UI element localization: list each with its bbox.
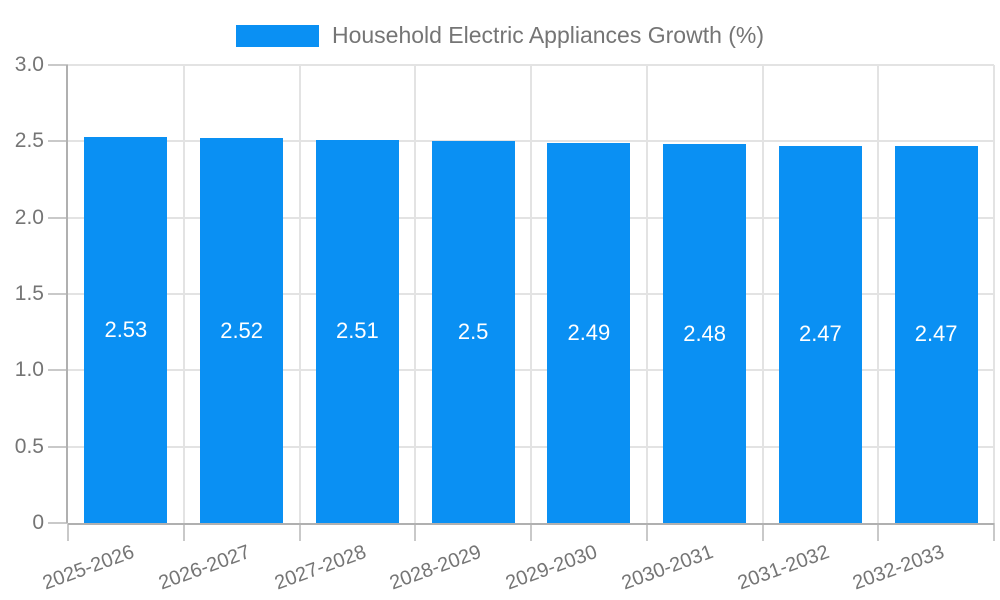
y-axis-tick	[48, 445, 68, 448]
x-axis-label: 2029-2030	[502, 541, 601, 595]
x-axis-tick	[993, 523, 995, 541]
y-axis-tick	[48, 140, 68, 143]
x-axis-tick	[877, 523, 880, 541]
gridline-vertical	[182, 65, 185, 523]
gridline-vertical	[298, 65, 301, 523]
x-axis-label: 2028-2029	[387, 541, 485, 595]
y-axis-label: 1.5	[14, 282, 44, 305]
gridline-vertical	[761, 65, 764, 523]
x-axis-tick	[182, 523, 185, 541]
y-axis-tick	[48, 369, 68, 372]
y-axis-tick	[48, 64, 68, 66]
x-axis-label: 2026-2027	[155, 541, 254, 595]
x-axis-label: 2025-2026	[39, 541, 138, 595]
legend-swatch-icon	[235, 24, 319, 47]
x-axis-tick	[298, 523, 301, 541]
x-axis-tick	[530, 523, 532, 541]
bar-value-label: 2.52	[220, 317, 264, 343]
y-axis-label: 0	[32, 511, 44, 534]
x-axis-label: 2031-2032	[734, 541, 832, 595]
x-axis-line	[68, 523, 994, 525]
chart-legend: Household Electric Appliances Growth (%)	[0, 22, 1000, 49]
gridline-vertical	[530, 65, 532, 523]
y-axis-tick	[48, 522, 68, 524]
bar-value-label: 2.47	[914, 321, 958, 347]
legend-label: Household Electric Appliances Growth (%)	[331, 22, 765, 48]
y-axis-label: 2.5	[14, 129, 44, 153]
bar[interactable]: 2.52	[200, 138, 284, 523]
bar[interactable]: 2.53	[84, 136, 168, 523]
bar[interactable]: 2.51	[315, 139, 399, 523]
bar-value-label: 2.5	[457, 319, 489, 345]
y-axis-tick	[48, 216, 68, 219]
x-axis-tick	[761, 523, 764, 541]
y-axis-line	[66, 65, 68, 523]
bar-value-label: 2.53	[104, 316, 148, 342]
y-axis-label: 3.0	[14, 53, 44, 76]
x-axis-label: 2030-2031	[618, 541, 717, 595]
bar-value-label: 2.51	[335, 318, 379, 344]
x-axis-label: 2032-2033	[850, 541, 948, 595]
x-axis-tick	[67, 523, 69, 541]
gridline-vertical	[993, 65, 995, 523]
y-axis-label: 0.5	[14, 434, 44, 458]
bar[interactable]: 2.5	[431, 141, 515, 523]
y-axis-label: 1.0	[14, 358, 44, 382]
bar[interactable]: 2.47	[894, 145, 978, 523]
x-axis-label: 2027-2028	[271, 541, 369, 595]
bar[interactable]: 2.48	[663, 144, 747, 523]
bar[interactable]: 2.49	[547, 142, 631, 523]
y-axis-label: 2.0	[14, 205, 44, 229]
x-axis-tick	[414, 523, 417, 541]
bar-value-label: 2.48	[683, 320, 727, 346]
legend-item[interactable]: Household Electric Appliances Growth (%)	[235, 22, 765, 49]
gridline-vertical	[414, 65, 417, 523]
gridline-vertical	[877, 65, 880, 523]
bar-value-label: 2.49	[567, 319, 611, 345]
y-axis-tick	[48, 293, 68, 295]
x-axis-tick	[645, 523, 648, 541]
bar-value-label: 2.47	[798, 321, 842, 347]
gridline-vertical	[645, 65, 648, 523]
bar[interactable]: 2.47	[778, 145, 862, 523]
